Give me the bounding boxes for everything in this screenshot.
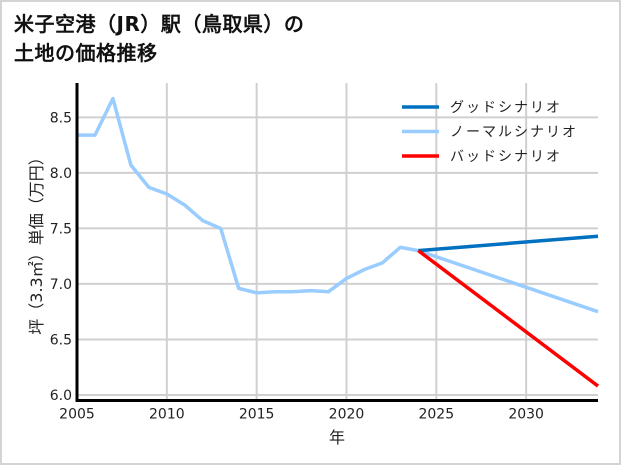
y-tick-label: 8.5 [50,110,72,126]
x-tick-labels: 2005 2010 2015 2020 2025 2030 [59,407,544,423]
axes [75,83,598,402]
legend-item-normal: ノーマルシナリオ [402,125,578,141]
series-line-normal [77,96,599,314]
x-tick-label: 2020 [329,407,365,423]
y-tick-labels: 6.0 6.5 7.0 7.5 8.0 8.5 [50,110,72,404]
legend-label: バッドシナリオ [450,149,562,165]
series-line-good [418,234,599,253]
chart-title-line1: 米子空港（JR）駅（鳥取県）の [14,12,305,36]
x-tick-label: 2030 [508,407,544,423]
x-tick-label: 2025 [418,407,454,423]
y-tick-label: 6.5 [50,332,72,348]
y-tick-label: 8.0 [50,166,72,182]
legend-label: ノーマルシナリオ [450,125,578,141]
grid-lines [76,83,598,401]
y-tick-label: 7.5 [50,221,72,237]
legend-item-good: グッドシナリオ [402,100,562,116]
x-axis-label: 年 [329,428,345,447]
legend-label: グッドシナリオ [450,100,562,116]
legend-item-bad: バッドシナリオ [402,149,562,165]
y-tick-label: 6.0 [50,388,72,404]
chart-title: 米子空港（JR）駅（鳥取県）の 土地の価格推移 [14,10,304,68]
y-axis-label: 坪（3.3㎡）単価（万円） [27,149,46,334]
series-line-bad [417,249,600,388]
series-lines [77,96,600,388]
chart-title-line2: 土地の価格推移 [14,41,158,65]
x-tick-label: 2010 [149,407,185,423]
x-tick-label: 2015 [239,407,275,423]
x-tick-label: 2005 [59,407,95,423]
y-tick-label: 7.0 [50,277,72,293]
